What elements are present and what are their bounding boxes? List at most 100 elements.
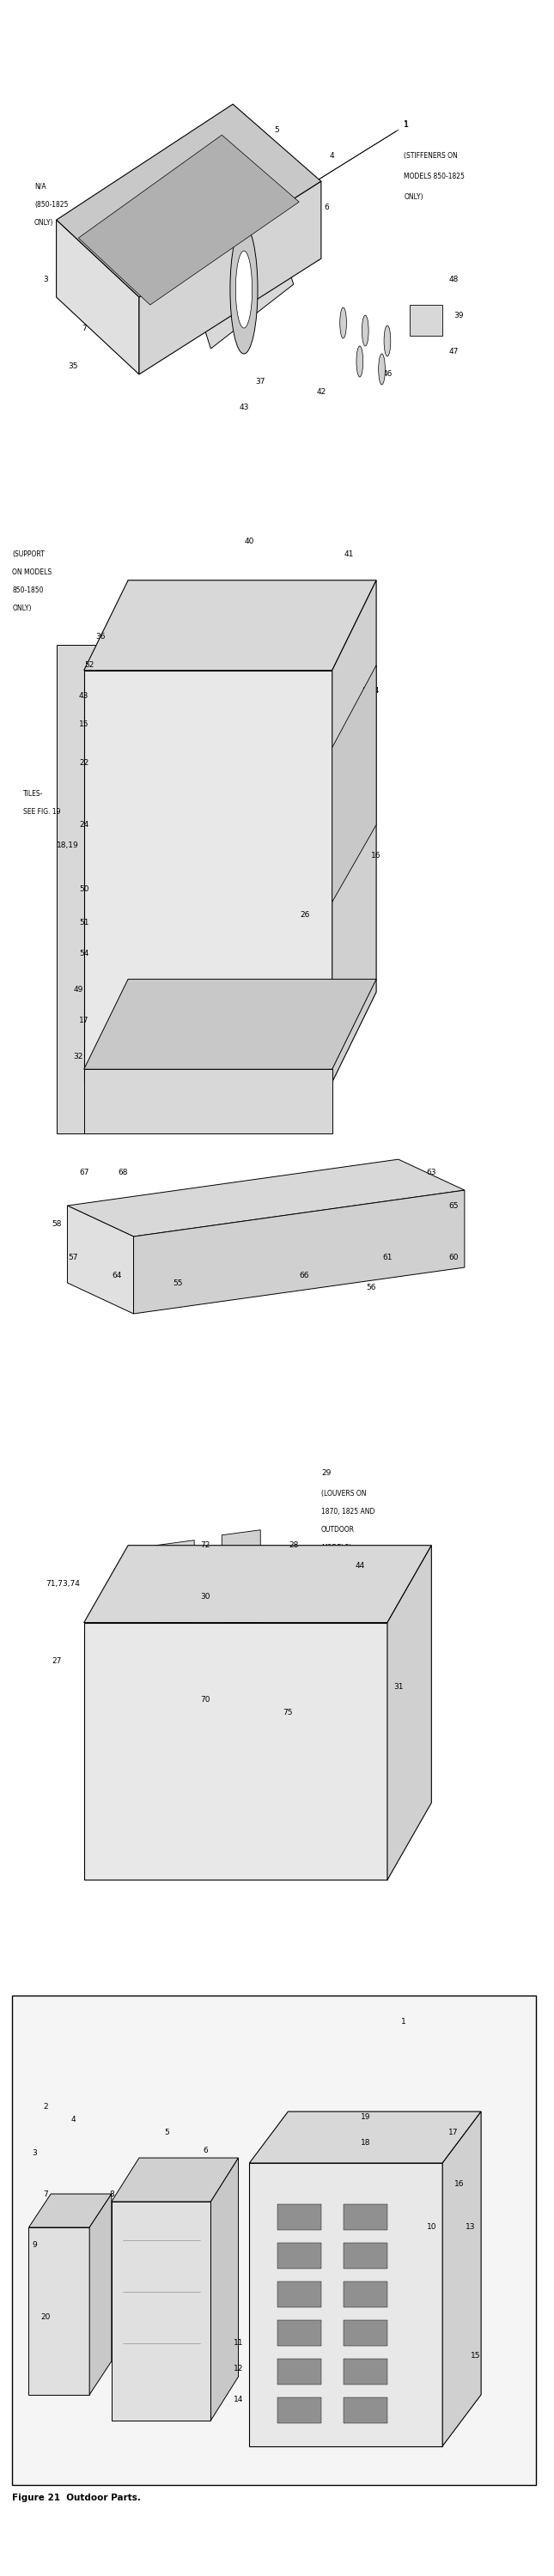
Polygon shape: [387, 1546, 432, 1880]
Circle shape: [356, 345, 363, 376]
Text: 62: 62: [311, 1100, 321, 1108]
Text: ONLY): ONLY): [12, 605, 32, 613]
Text: 16: 16: [454, 2179, 464, 2187]
Polygon shape: [29, 2195, 111, 2228]
Circle shape: [378, 353, 385, 384]
Polygon shape: [84, 1069, 332, 1133]
Text: 29: 29: [321, 1468, 331, 1476]
Text: 63: 63: [427, 1170, 437, 1177]
Text: (STIFFENERS ON: (STIFFENERS ON: [404, 152, 458, 160]
Text: 64: 64: [112, 1273, 122, 1280]
Text: 35: 35: [68, 363, 78, 371]
Polygon shape: [84, 979, 376, 1069]
Text: 39: 39: [454, 312, 464, 319]
Text: 5: 5: [275, 126, 279, 134]
Text: 5: 5: [164, 2128, 169, 2136]
Text: 22: 22: [79, 760, 89, 768]
Text: 15: 15: [79, 721, 89, 729]
Text: 8: 8: [109, 2190, 114, 2197]
Text: 40: 40: [244, 538, 254, 546]
Text: 9: 9: [32, 2241, 37, 2249]
Polygon shape: [12, 1996, 536, 2486]
Polygon shape: [29, 2228, 89, 2396]
Text: 68: 68: [117, 1170, 127, 1177]
Text: 61: 61: [382, 1255, 392, 1262]
Circle shape: [362, 314, 368, 345]
Text: 57: 57: [68, 1255, 78, 1262]
Text: 44: 44: [355, 1561, 365, 1569]
Polygon shape: [111, 2159, 238, 2202]
Text: 16: 16: [371, 853, 381, 860]
Polygon shape: [249, 2112, 481, 2164]
Text: 32: 32: [74, 1054, 83, 1061]
Text: 58: 58: [52, 1221, 61, 1229]
Text: 30: 30: [201, 1592, 210, 1600]
Text: 71,73,74: 71,73,74: [45, 1579, 80, 1587]
Text: 54: 54: [79, 951, 89, 958]
Text: 48: 48: [449, 276, 458, 283]
Polygon shape: [277, 2205, 321, 2231]
Text: 15: 15: [471, 2352, 480, 2360]
Text: 60: 60: [449, 1255, 459, 1262]
Polygon shape: [68, 1206, 134, 1314]
Text: 18,19: 18,19: [57, 842, 79, 850]
Polygon shape: [277, 2244, 321, 2269]
Text: 1: 1: [402, 2017, 406, 2025]
Text: 6: 6: [203, 2146, 208, 2154]
Text: 67: 67: [79, 1170, 89, 1177]
Polygon shape: [84, 1546, 432, 1623]
Text: 70: 70: [201, 1695, 210, 1703]
Polygon shape: [343, 2244, 387, 2269]
Text: 72: 72: [201, 1540, 210, 1548]
Polygon shape: [343, 2321, 387, 2347]
Text: 37: 37: [255, 379, 265, 386]
Text: (850-1825: (850-1825: [34, 201, 68, 209]
Text: 3: 3: [32, 2148, 37, 2156]
Text: TILES-: TILES-: [23, 791, 43, 799]
Text: 28: 28: [289, 1540, 299, 1548]
Text: 19: 19: [360, 2112, 370, 2120]
Text: 3: 3: [43, 276, 48, 283]
Text: 7: 7: [43, 2190, 48, 2197]
Text: SEE FIG. 19: SEE FIG. 19: [23, 809, 60, 817]
Text: 27: 27: [52, 1656, 61, 1664]
Polygon shape: [134, 1190, 465, 1314]
Text: (LOUVERS ON: (LOUVERS ON: [321, 1489, 366, 1497]
Text: 41: 41: [344, 551, 353, 559]
Text: OUTDOOR: OUTDOOR: [321, 1525, 355, 1533]
Text: N/A: N/A: [34, 183, 46, 191]
Polygon shape: [277, 2398, 321, 2424]
Text: 8-14: 8-14: [362, 688, 379, 696]
Polygon shape: [139, 180, 321, 374]
Text: ON MODELS: ON MODELS: [12, 569, 52, 577]
Text: 7: 7: [81, 325, 86, 332]
Polygon shape: [277, 2321, 321, 2347]
Polygon shape: [57, 644, 95, 1133]
Polygon shape: [84, 670, 332, 1082]
Polygon shape: [222, 1530, 260, 1623]
Text: 45: 45: [255, 255, 265, 263]
Polygon shape: [277, 2360, 321, 2385]
Text: 38: 38: [311, 255, 321, 263]
Text: 18: 18: [360, 2138, 370, 2146]
Text: ONLY): ONLY): [34, 219, 54, 227]
Text: 66: 66: [300, 1273, 310, 1280]
Text: ONLY): ONLY): [404, 193, 423, 201]
Text: Figure 21  Outdoor Parts.: Figure 21 Outdoor Parts.: [12, 2494, 141, 2501]
Text: 850-1850: 850-1850: [12, 587, 44, 595]
Text: 42: 42: [316, 389, 326, 397]
Text: 52: 52: [85, 662, 94, 670]
Text: 59,69: 59,69: [134, 1113, 156, 1121]
Circle shape: [384, 325, 391, 355]
Text: 34: 34: [338, 752, 348, 760]
Polygon shape: [332, 580, 376, 1082]
Polygon shape: [57, 219, 139, 374]
Text: 20: 20: [366, 719, 376, 726]
Text: 25: 25: [355, 817, 365, 824]
Text: 43: 43: [239, 404, 249, 412]
Text: 46: 46: [382, 371, 392, 379]
Polygon shape: [343, 2205, 387, 2231]
Text: 75: 75: [283, 1708, 293, 1716]
Text: 23: 23: [355, 783, 365, 791]
Text: 56: 56: [366, 1285, 376, 1293]
